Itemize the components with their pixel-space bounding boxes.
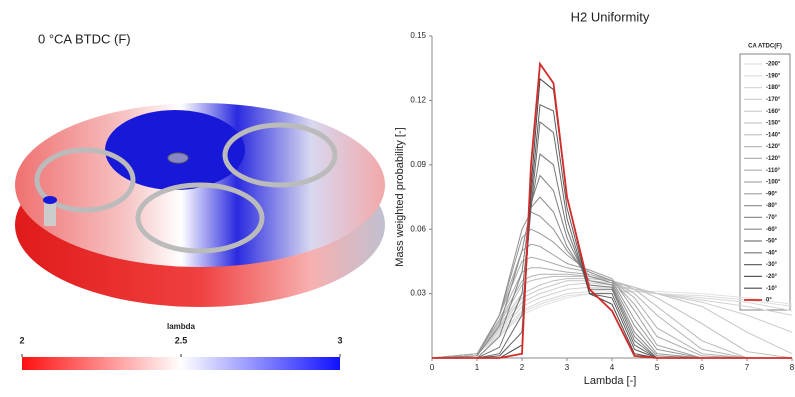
- legend-label: -160°: [766, 109, 781, 115]
- legend-label: -30°: [766, 262, 778, 268]
- series-line: [432, 79, 792, 358]
- colorbar-bar: [22, 357, 340, 370]
- legend-label: -200°: [766, 62, 781, 68]
- legend-label: -110°: [766, 168, 781, 174]
- injector: [168, 153, 188, 163]
- x-axis-label: Lambda [-]: [584, 375, 637, 387]
- y-tick-label: 0.03: [410, 289, 426, 298]
- legend-label: -10°: [766, 286, 778, 292]
- x-tick-label: 7: [745, 363, 750, 372]
- x-tick-label: 8: [790, 363, 795, 372]
- screen: 0 °CA BTDC (F) lambda H2 Uniformity Lamb…: [0, 0, 795, 397]
- pin-top: [43, 196, 57, 204]
- colorbar-tick-label: 2: [19, 335, 24, 345]
- legend-label: -80°: [766, 203, 778, 209]
- x-tick-label: 4: [610, 363, 615, 372]
- series-line: [432, 122, 792, 358]
- legend-label: -150°: [766, 121, 781, 127]
- series-line: [432, 197, 792, 358]
- legend-label: -100°: [766, 180, 781, 186]
- legend-label: -20°: [766, 274, 778, 280]
- legend-label: -170°: [766, 97, 781, 103]
- legend-label: -60°: [766, 227, 778, 233]
- legend-label: -50°: [766, 239, 778, 245]
- legend-label: -40°: [766, 250, 778, 256]
- colorbar-title: lambda: [167, 322, 196, 331]
- colorbar-tick-label: 3: [337, 335, 342, 345]
- y-tick-label: 0.12: [410, 96, 426, 105]
- legend-label: -120°: [766, 144, 781, 150]
- legend-label: -190°: [766, 73, 781, 79]
- x-tick-label: 5: [655, 363, 660, 372]
- x-tick-label: 1: [475, 363, 480, 372]
- legend-label: -180°: [766, 85, 781, 91]
- legend-label: -120°: [766, 156, 781, 162]
- y-tick-label: 0.15: [410, 31, 426, 40]
- x-tick-label: 3: [565, 363, 570, 372]
- y-tick-label: 0.09: [410, 160, 426, 169]
- legend-label: -90°: [766, 191, 778, 197]
- series-line: [432, 64, 792, 358]
- legend-title: CA ATDC(F): [748, 44, 782, 50]
- chart-title: H2 Uniformity: [571, 9, 650, 24]
- x-tick-label: 6: [700, 363, 705, 372]
- series-line: [432, 105, 792, 358]
- colorbar-tick-label: 2.5: [175, 335, 188, 345]
- legend-label: -140°: [766, 132, 781, 138]
- series-line: [432, 176, 792, 359]
- caption: 0 °CA BTDC (F): [38, 31, 131, 46]
- y-axis-label: Mass weighted probability [-]: [394, 127, 406, 266]
- x-tick-label: 2: [520, 363, 525, 372]
- y-tick-label: 0.06: [410, 224, 426, 233]
- legend-label: -70°: [766, 215, 778, 221]
- legend-label: 0°: [766, 298, 772, 304]
- render-3d: [15, 103, 385, 307]
- x-tick-label: 0: [430, 363, 435, 372]
